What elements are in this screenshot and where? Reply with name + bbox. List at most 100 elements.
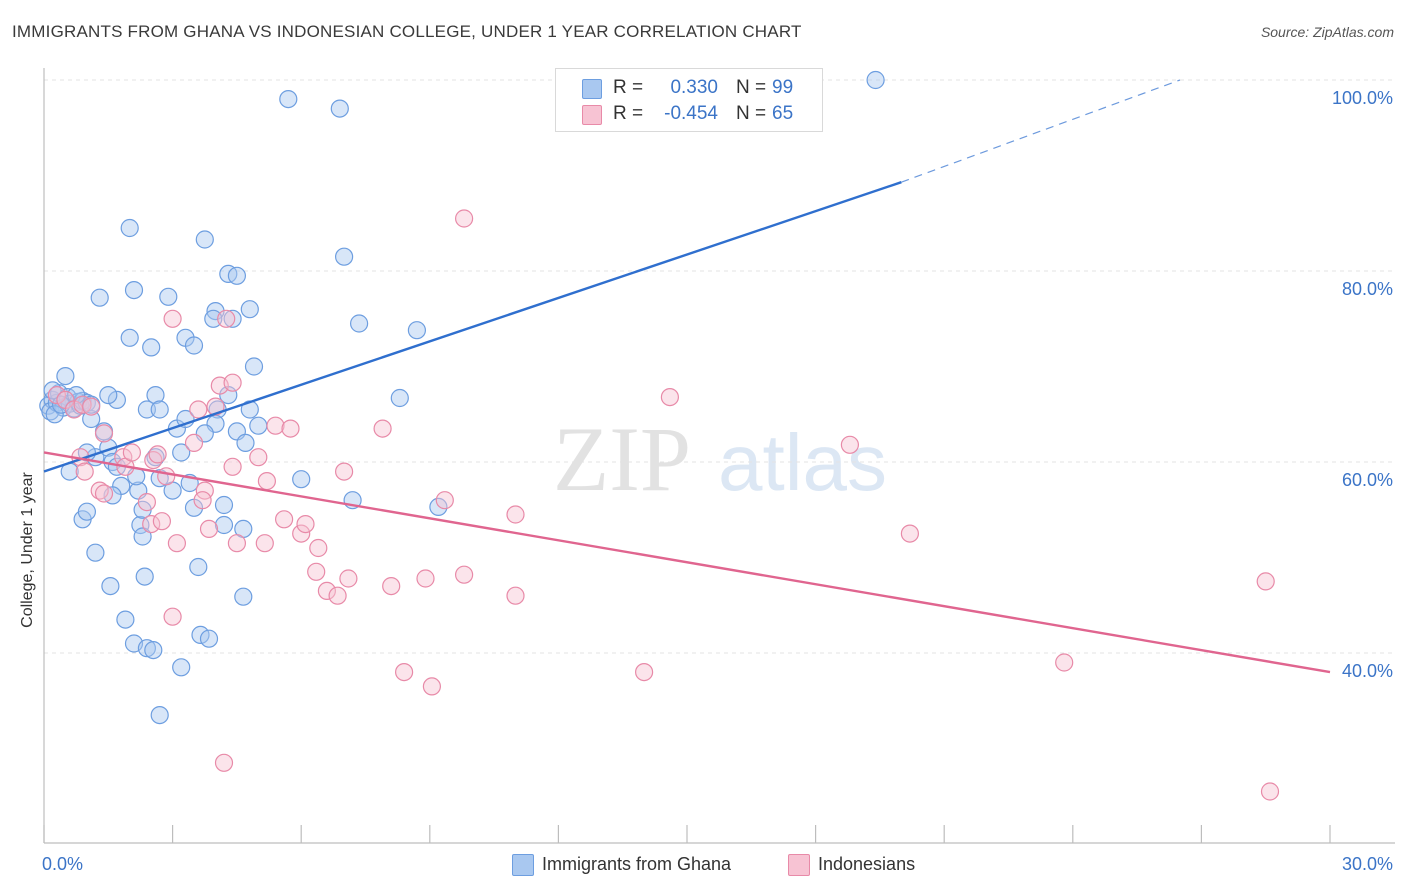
y-tick-label: 40.0% — [1342, 661, 1393, 681]
point-ghana — [223, 309, 242, 328]
point-ghana — [137, 400, 156, 419]
point-ghana — [292, 470, 311, 489]
point-ghana — [67, 386, 86, 405]
point-ghana — [133, 527, 152, 546]
trend-line-indonesians — [43, 451, 1331, 674]
watermark-atlas: atlas — [718, 418, 887, 507]
point-ghana — [56, 367, 75, 386]
point-indonesians — [339, 569, 358, 588]
n-value: 99 — [772, 77, 794, 98]
point-ghana — [204, 309, 223, 328]
stats-swatch-indonesians — [582, 105, 602, 125]
legend-label-indonesians: Indonesians — [818, 854, 916, 874]
point-ghana — [214, 515, 234, 535]
point-ghana — [90, 288, 109, 307]
point-indonesians — [1260, 782, 1280, 801]
point-indonesians — [395, 662, 414, 682]
point-indonesians — [416, 569, 435, 588]
point-indonesians — [255, 534, 274, 553]
point-indonesians — [152, 512, 171, 531]
point-ghana — [249, 416, 268, 435]
stats-box: R = 0.330 N = 99 R = -0.454 N = 65 — [555, 68, 823, 132]
point-ghana — [335, 247, 354, 266]
point-ghana — [135, 567, 154, 586]
point-ghana — [120, 218, 139, 238]
point-indonesians — [148, 445, 167, 464]
r-label: R = — [613, 77, 644, 98]
point-indonesians — [64, 400, 84, 419]
data-points — [39, 70, 1280, 801]
watermark-zip: ZIP — [553, 408, 691, 510]
r-value: 0.330 — [670, 77, 718, 98]
point-ghana — [214, 495, 234, 515]
point-indonesians — [307, 562, 326, 581]
point-indonesians — [317, 581, 336, 601]
watermark: ZIP atlas — [553, 408, 887, 510]
point-indonesians — [142, 514, 161, 534]
tick-labels: 40.0% 60.0% 80.0% 100.0% 0.0% 30.0% — [42, 88, 1393, 874]
point-indonesians — [199, 519, 219, 539]
point-indonesians — [309, 538, 328, 558]
r-value: -0.454 — [664, 103, 718, 124]
point-ghana — [199, 629, 219, 648]
y-tick-label: 60.0% — [1342, 470, 1393, 490]
point-indonesians — [82, 397, 101, 416]
n-label: N = — [736, 77, 767, 98]
point-indonesians — [335, 462, 354, 481]
point-indonesians — [506, 505, 525, 524]
point-indonesians — [122, 443, 141, 462]
legend-swatch-ghana — [512, 854, 534, 876]
n-value: 65 — [772, 103, 794, 124]
point-indonesians — [223, 373, 242, 392]
n-label: N = — [736, 103, 767, 124]
point-ghana — [142, 338, 161, 357]
point-ghana — [107, 390, 127, 409]
point-indonesians — [75, 462, 94, 481]
y-tick-label: 80.0% — [1342, 279, 1393, 299]
point-ghana — [120, 328, 139, 347]
point-ghana — [45, 405, 64, 424]
point-ghana — [101, 576, 120, 596]
point-ghana — [150, 705, 169, 725]
point-indonesians — [163, 309, 182, 328]
point-indonesians — [455, 565, 474, 584]
point-indonesians — [506, 586, 525, 605]
point-ghana — [240, 300, 259, 319]
point-indonesians — [840, 435, 860, 454]
r-label: R = — [613, 103, 644, 124]
point-ghana — [330, 99, 349, 118]
point-ghana — [189, 557, 208, 577]
point-indonesians — [382, 576, 401, 596]
y-tick-label: 100.0% — [1332, 88, 1393, 108]
point-indonesians — [266, 416, 285, 435]
trend-lines — [43, 79, 1331, 674]
point-ghana — [429, 497, 448, 516]
point-indonesians — [660, 388, 680, 407]
point-indonesians — [157, 467, 176, 486]
point-ghana — [86, 543, 105, 562]
point-indonesians — [193, 491, 212, 510]
point-indonesians — [1256, 572, 1275, 591]
point-indonesians — [249, 448, 268, 467]
point-ghana — [144, 640, 163, 660]
point-ghana — [234, 587, 253, 606]
point-ghana — [191, 625, 210, 645]
point-ghana — [184, 336, 204, 355]
x-tick-label-max: 30.0% — [1342, 854, 1393, 874]
point-indonesians — [184, 433, 204, 452]
point-ghana — [124, 281, 144, 300]
point-ghana — [244, 357, 264, 376]
legend-label-ghana: Immigrants from Ghana — [542, 854, 732, 874]
point-indonesians — [634, 662, 654, 682]
point-ghana — [195, 230, 214, 249]
point-indonesians — [1055, 653, 1074, 672]
point-indonesians — [47, 386, 67, 405]
trend-line-ghana — [43, 181, 902, 473]
legend-swatch-indonesians — [788, 854, 810, 876]
point-ghana — [137, 639, 156, 658]
point-indonesians — [296, 514, 315, 534]
point-indonesians — [328, 586, 347, 605]
point-indonesians — [94, 484, 114, 503]
point-ghana — [77, 502, 97, 521]
